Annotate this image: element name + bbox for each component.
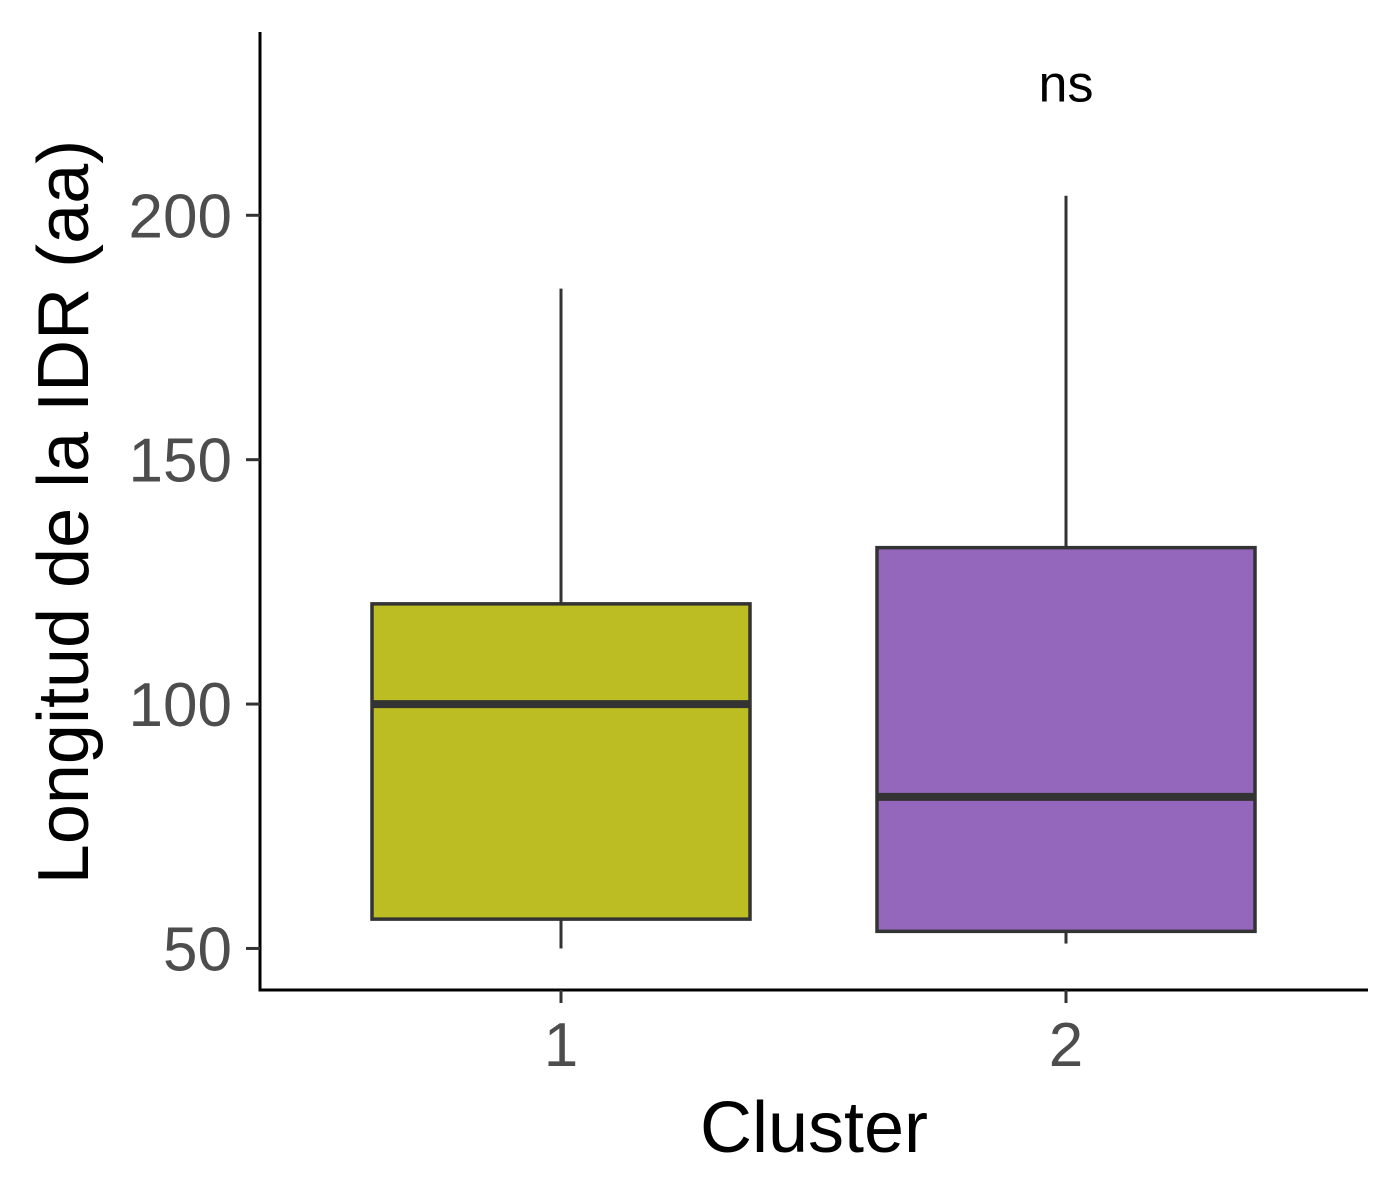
y-axis-title: Longitud de la IDR (aa) <box>24 140 104 884</box>
y-tick-label: 100 <box>129 671 232 740</box>
y-tick-label: 200 <box>129 182 232 251</box>
significance-annotation: ns <box>1039 55 1094 113</box>
y-ticks-layer: 50 100 150 200 <box>129 182 260 984</box>
box-body <box>370 602 752 921</box>
box-cluster-1 <box>370 288 752 949</box>
x-tick-label: 2 <box>1049 1011 1083 1080</box>
box-body <box>875 545 1257 934</box>
y-tick-label: 50 <box>163 915 232 984</box>
y-tick-label: 150 <box>129 427 232 496</box>
box-cluster-2 <box>875 195 1257 944</box>
x-axis-title: Cluster <box>700 1088 928 1168</box>
boxes-layer <box>370 195 1257 949</box>
x-tick-label: 1 <box>544 1011 578 1080</box>
